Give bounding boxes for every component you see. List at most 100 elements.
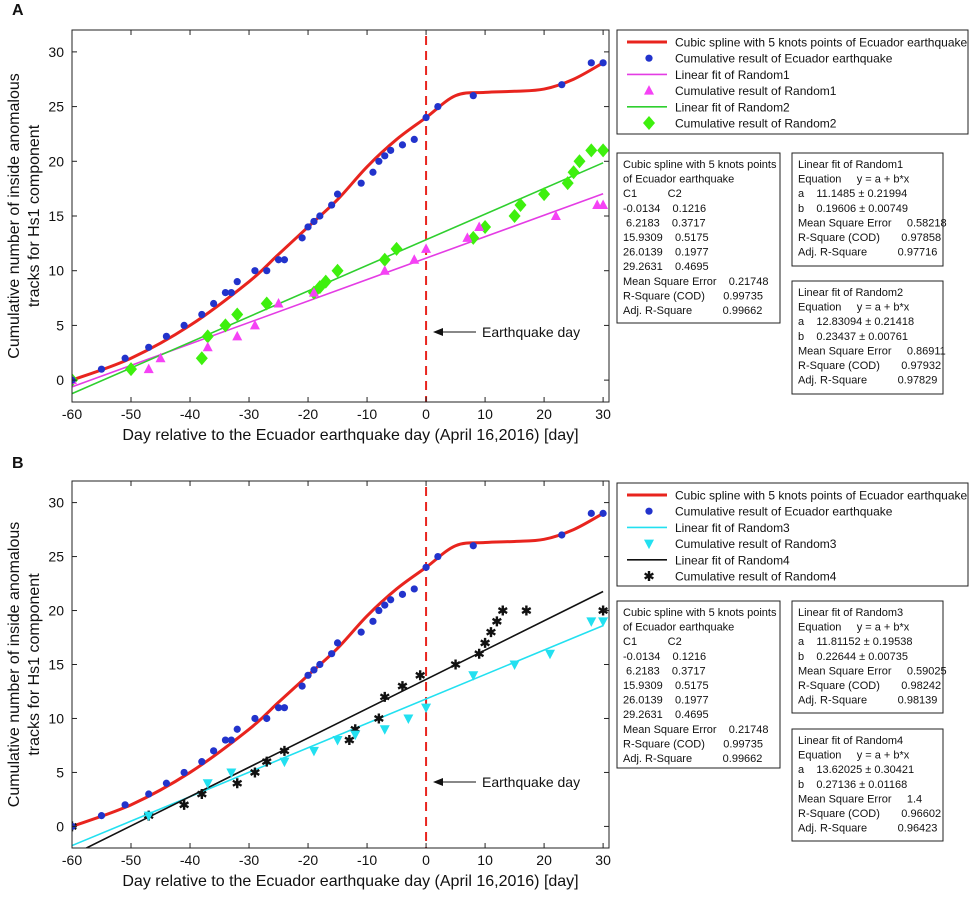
y-tick-label: 0: [56, 818, 64, 834]
spline-stats: Cubic spline with 5 knots points of Ecuad…: [616, 600, 781, 769]
earthquake-point: [333, 639, 342, 647]
stats-line: Adj. R-Square 0.96423: [798, 823, 937, 835]
earthquake-point: [280, 256, 289, 264]
stats-box: [791, 152, 944, 267]
random-a-point: [586, 617, 597, 627]
x-tick-label: -60: [62, 852, 82, 868]
random-b-point: [201, 329, 214, 344]
stats-box: [616, 600, 781, 769]
earthquake-point: [198, 310, 206, 319]
earthquake-point: [369, 168, 377, 176]
random-a-point: [308, 746, 319, 757]
random-a-point: [143, 811, 154, 822]
earthquake-point: [221, 736, 230, 744]
legend-label: Linear fit of Random3: [675, 521, 790, 535]
random-b-point: [344, 735, 355, 746]
random-a-point: [474, 221, 485, 231]
stats-line: 26.0139 0.1977: [623, 695, 709, 707]
random-b-point: [260, 296, 273, 311]
random-b-point: [508, 209, 521, 223]
earthquake-point: [298, 234, 306, 242]
earthquake-point: [328, 201, 336, 209]
fit-a-stats: Linear fit of Random1 Equation y = a + b*…: [791, 152, 947, 267]
random-b-point: [250, 767, 260, 778]
legend-swatch: [644, 539, 654, 550]
stats-line: Mean Square Error 1.4: [798, 793, 922, 805]
cubic-spline-line: [72, 512, 604, 828]
random-b-point: [415, 670, 426, 681]
random-a-point: [332, 736, 343, 746]
legend-label: Cumulative result of Random2: [675, 117, 837, 131]
x-axis-label: Day relative to the Ecuador earthquake d…: [122, 873, 578, 890]
earthquake-point: [387, 596, 395, 604]
earthquake-day-annotation: Earthquake day: [482, 774, 580, 790]
random-b-point: [261, 756, 272, 767]
earthquake-point: [180, 321, 188, 330]
annotation-arrowhead: [433, 778, 443, 786]
earthquake-point: [357, 628, 365, 636]
earthquake-point: [304, 223, 312, 231]
earthquake-point: [434, 102, 442, 111]
earthquake-point: [398, 141, 407, 149]
random-b-point: [561, 176, 574, 191]
random-a-point: [202, 779, 213, 789]
panel-a: A -60 -50 -40 -30 -20 -10 0 10 20 30 0 5 10 15 20 25 30 Da…: [6, 2, 969, 444]
legend-label: Linear fit of Random4: [675, 553, 790, 567]
earthquake-point: [298, 682, 306, 690]
legend-label: Cumulative result of Ecuador earthquake: [675, 505, 893, 519]
x-tick-label: -20: [298, 406, 318, 422]
earthquake-point: [558, 81, 566, 89]
random-a-point: [403, 714, 414, 724]
random-a-point: [598, 617, 609, 627]
random-b-point: [319, 274, 332, 289]
y-tick-label: 5: [56, 764, 64, 780]
legend-label: Cumulative result of Random3: [675, 537, 837, 551]
stats-line: Cubic spline with 5 knots points: [623, 159, 777, 171]
random-b-point: [231, 307, 244, 322]
stats-line: Adj. R-Square 0.97716: [798, 247, 937, 259]
y-tick-label: 15: [48, 657, 64, 673]
random-b-point: [567, 165, 580, 180]
plot-area: [72, 36, 609, 402]
x-tick-label: 30: [595, 406, 611, 422]
stats-line: Linear fit of Random2: [798, 287, 903, 299]
legend: Cubic spline with 5 knots points of Ecua…: [616, 29, 969, 135]
earthquake-point: [263, 267, 271, 275]
stats-line: a 11.1485 ± 0.21994: [798, 188, 907, 200]
earthquake-point: [558, 531, 566, 539]
fit-b-stats: Linear fit of Random2 Equation y = a + b*…: [791, 280, 946, 395]
linear-fit-2: [84, 590, 604, 848]
random-a-point: [226, 768, 237, 778]
earthquake-point: [180, 768, 188, 777]
stats-line: 15.9309 0.5175: [623, 680, 709, 692]
earthquake-point: [587, 509, 595, 517]
legend-label: Linear fit of Random2: [675, 100, 790, 114]
earthquake-point: [97, 812, 106, 820]
x-tick-label: 30: [595, 852, 611, 868]
earthquake-point: [469, 92, 477, 100]
stats-line: Equation y = a + b*x: [798, 622, 910, 634]
x-tick-label: 20: [536, 852, 552, 868]
earthquake-point: [422, 113, 430, 122]
stats-line: R-Square (COD) 0.99735: [623, 290, 763, 302]
earthquake-point: [422, 563, 430, 571]
fit-b-stats: Linear fit of Random4 Equation y = a + b*…: [791, 728, 944, 842]
random-a-point: [421, 703, 432, 714]
random-b-point: [279, 745, 290, 756]
earthquake-point: [316, 212, 324, 220]
earthquake-point: [274, 256, 283, 264]
cubic-spline-line: [72, 61, 604, 382]
earthquake-point: [369, 617, 377, 625]
random-a-point: [468, 671, 479, 681]
random-b-point: [538, 187, 551, 202]
random-b-point: [379, 691, 390, 702]
random-a-point: [143, 363, 154, 374]
stats-line: R-Square (COD) 0.98242: [798, 680, 941, 692]
random-b-point: [514, 198, 527, 213]
earthquake-point: [233, 725, 241, 733]
random-b-point: [573, 154, 586, 169]
random-a-point: [509, 660, 520, 670]
panel-label: B: [12, 455, 24, 472]
earthquake-point: [162, 332, 171, 340]
